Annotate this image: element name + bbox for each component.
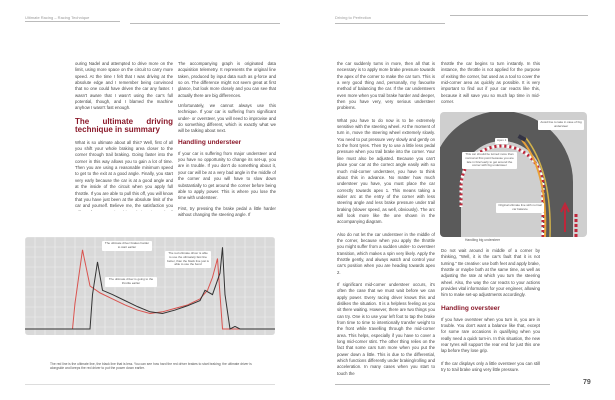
understeer-diagram: Apex 1 Avoid line to take in case of big…	[440, 112, 587, 237]
paragraph: If the car displays only a little overst…	[441, 360, 540, 373]
page-number: 79	[583, 379, 591, 386]
paragraph: throttle the car begins to turn instantl…	[441, 61, 540, 105]
footer-rule	[335, 384, 550, 385]
series-line-1	[25, 247, 275, 330]
section-heading: Handling oversteer	[441, 304, 500, 312]
right-column-1: the car suddenly turns in more, then all…	[337, 61, 435, 379]
label-original-line: Original ultimate line with normal car b…	[496, 203, 544, 213]
running-header-left: Ultimate Racing – Racing Technique	[25, 15, 90, 20]
paragraph: What is so ultimate about all this? Well…	[75, 139, 173, 211]
paragraph: Unfortunately, we cannot always use this…	[178, 103, 276, 134]
right-column-2-lower: Do not wait around in middle of a corner…	[441, 248, 540, 378]
graph-caption: The red line is the ultimate line, the b…	[50, 362, 252, 371]
series-line-0	[25, 249, 275, 330]
paragraph: The accompanying graph is originated dat…	[178, 61, 276, 98]
paragraph: If your car is suffering from major unde…	[178, 150, 276, 201]
label-avoid-line: Avoid line to take in case of big unders…	[538, 120, 584, 130]
label-apex: Apex 1	[495, 138, 509, 144]
graph-note: The ultimate driver is going to the thro…	[105, 277, 157, 287]
left-column-2: The accompanying graph is originated dat…	[178, 61, 276, 235]
label-turn-more: This car should be turned more than norm…	[462, 152, 517, 170]
section-heading: The ultimate driving technique in summar…	[75, 116, 173, 135]
left-column-1: ouring Nadel and attempted to drive more…	[75, 61, 173, 211]
paragraph: First, try pressing the brake pedal a li…	[178, 205, 276, 217]
paragraph: Do not wait around in middle of a corner…	[441, 248, 540, 298]
paragraph: ouring Nadel and attempted to drive more…	[75, 61, 173, 111]
telemetry-graph: The ultimate driver brakes harder to sta…	[25, 237, 275, 335]
car	[517, 134, 527, 142]
header-rule-right	[335, 23, 445, 24]
line-orange	[521, 139, 547, 237]
track-diagram-svg	[440, 112, 578, 237]
track-road	[440, 112, 573, 237]
header-rule-left	[25, 21, 120, 22]
right-column-2: throttle the car begins to turn instantl…	[441, 61, 540, 111]
running-header-right: Driving to Perfection	[335, 15, 372, 20]
graph-note: The ultimate driver brakes harder to sta…	[102, 241, 152, 251]
header-rule-right-long	[450, 15, 588, 16]
direction-arrow	[560, 201, 570, 232]
header-rule-left-long	[130, 23, 280, 24]
paragraph: What you have to do now is to be extreme…	[337, 117, 435, 225]
paragraph: the car suddenly turns in more, then all…	[337, 61, 435, 111]
line-yellow	[525, 137, 551, 237]
graph-note: The red ultimate driver is able to use t…	[165, 251, 211, 269]
section-heading: Handling understeer	[178, 138, 242, 146]
paragraph: If significant mid-corner understeer occ…	[337, 282, 435, 376]
paragraph: If you have oversteer when you turn in, …	[441, 316, 540, 354]
caption-rule	[25, 384, 275, 385]
paragraph: Also do not let the car understeer in th…	[337, 231, 435, 275]
diagram-caption: Handling big understeer	[465, 238, 501, 242]
